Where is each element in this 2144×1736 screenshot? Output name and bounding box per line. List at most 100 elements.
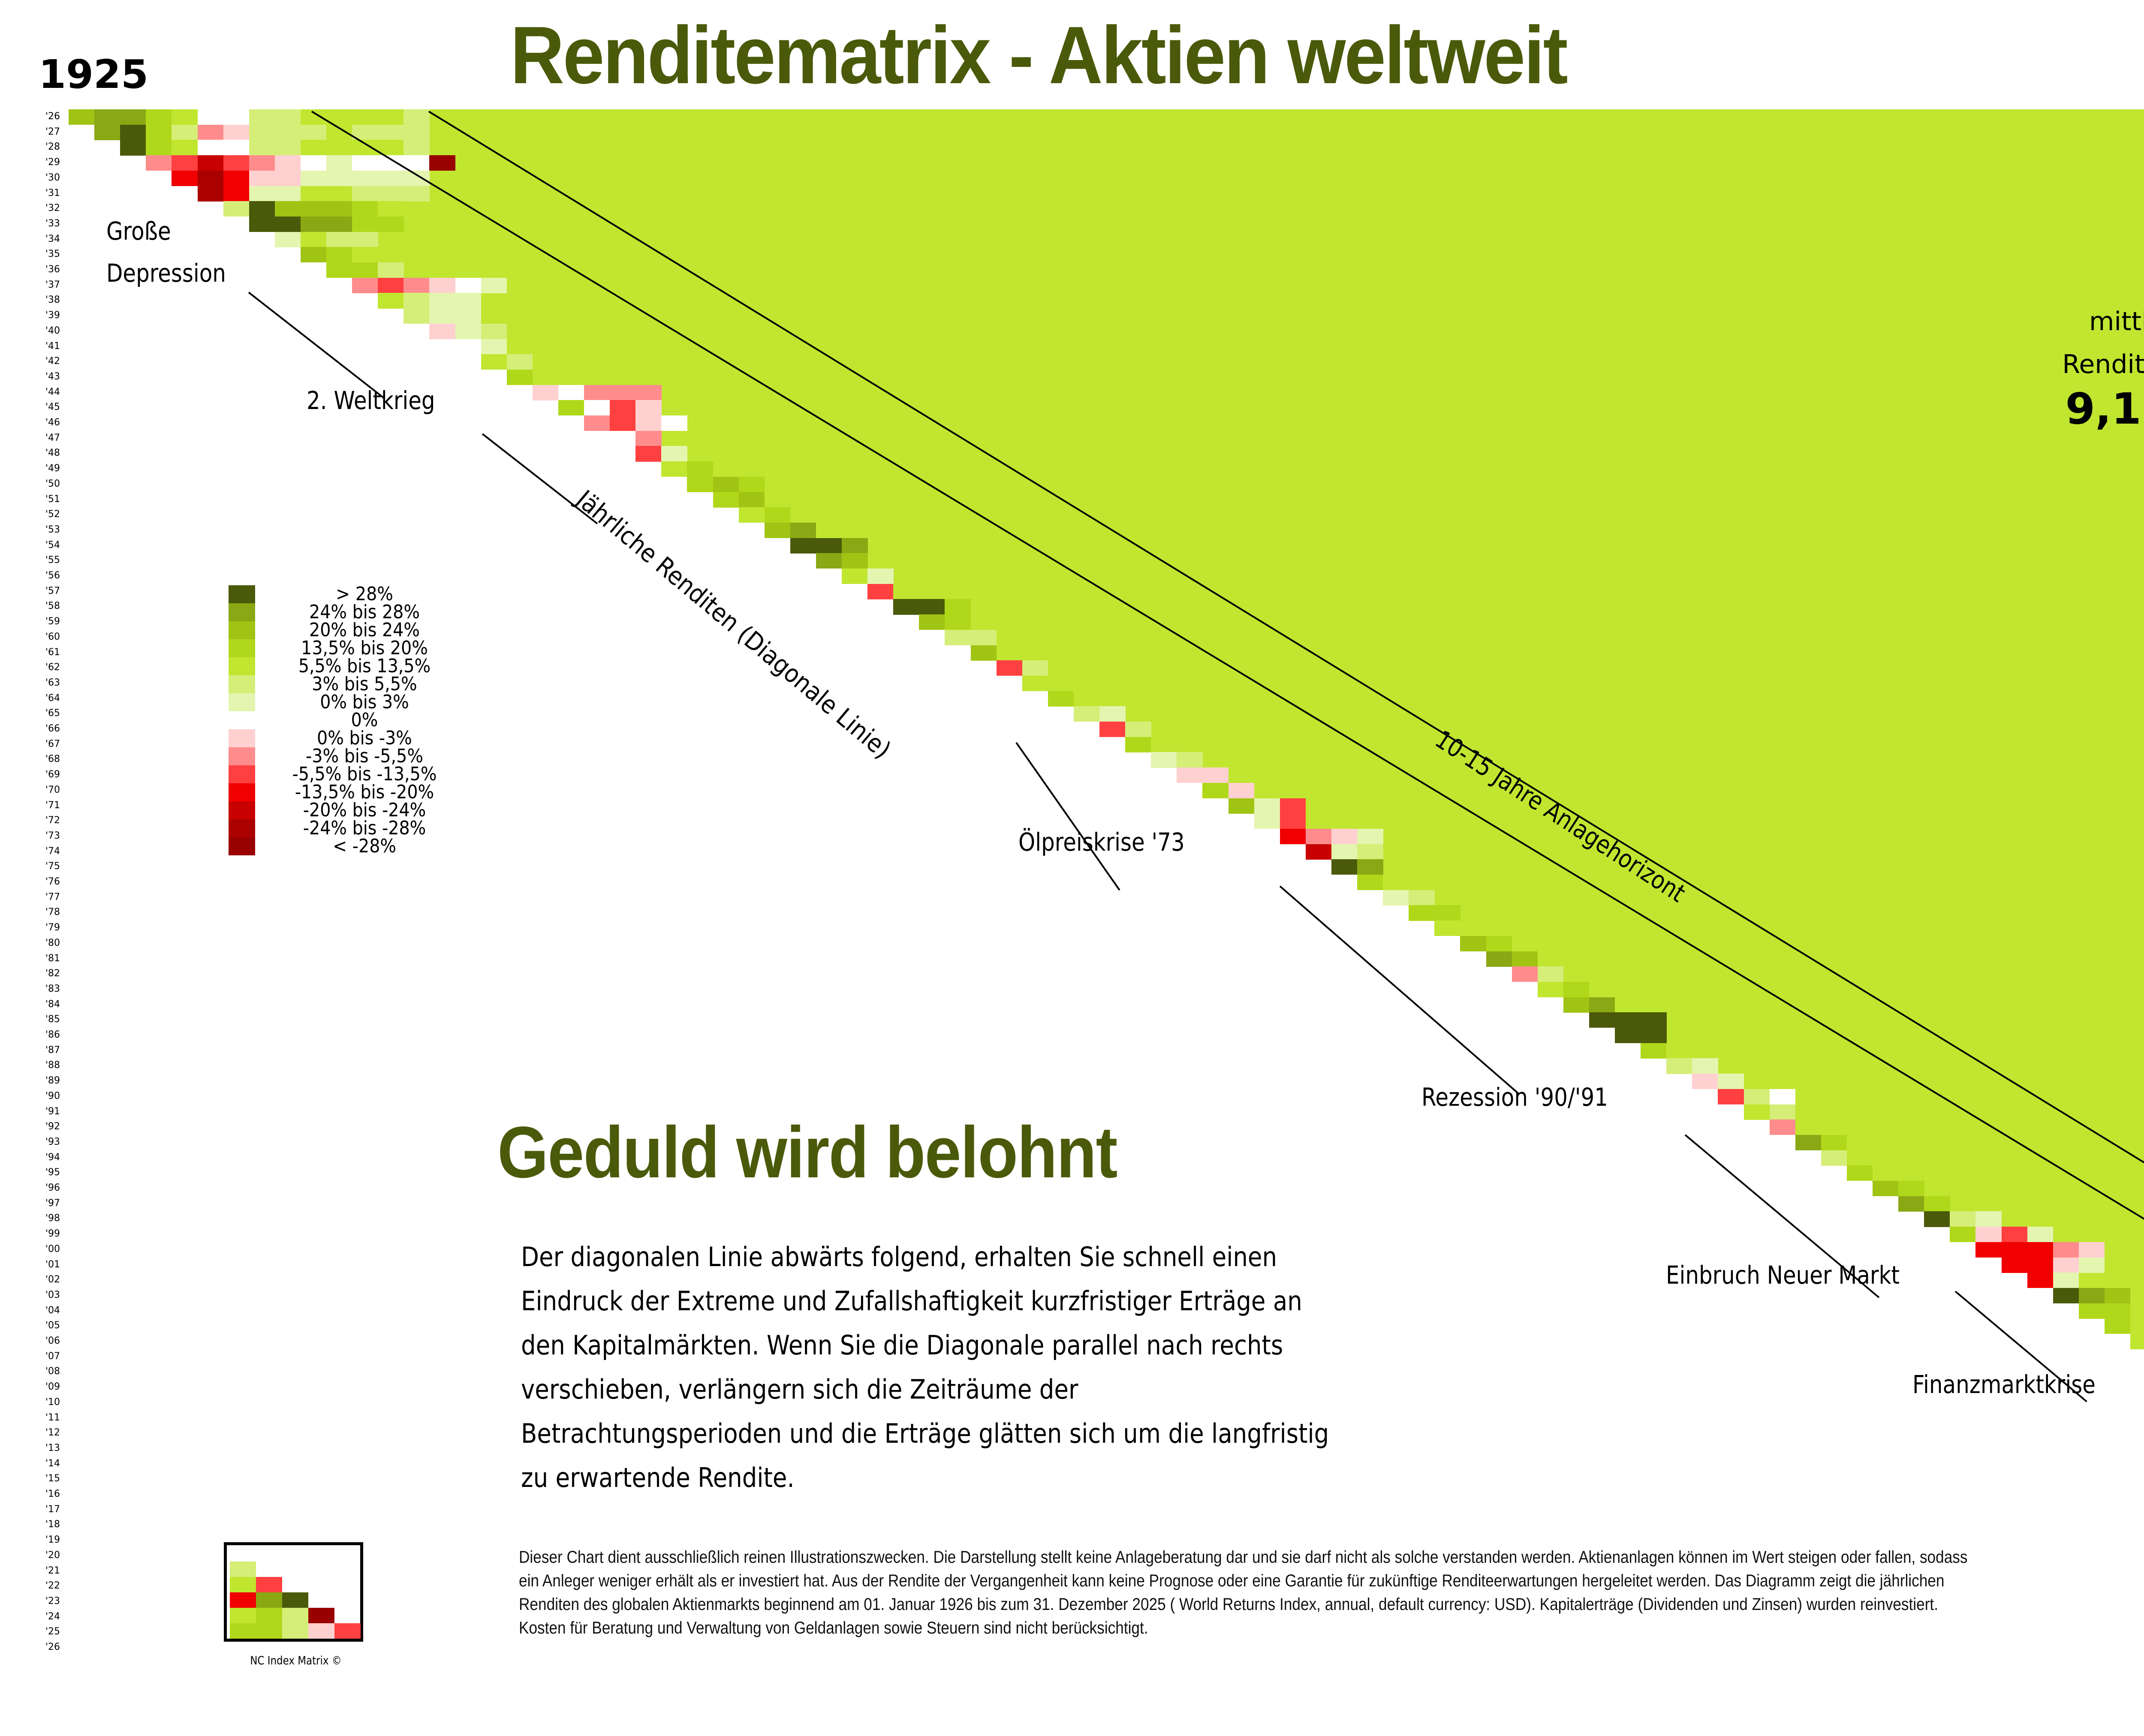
matrix-row bbox=[1486, 951, 2144, 967]
matrix-cell bbox=[2001, 1242, 2028, 1258]
matrix-cell bbox=[404, 155, 430, 171]
matrix-cell bbox=[1744, 1104, 1770, 1120]
matrix-cell bbox=[249, 140, 275, 156]
matrix-row bbox=[404, 308, 2144, 324]
row-year-label: '06 bbox=[45, 1336, 60, 1346]
matrix-cell bbox=[94, 109, 120, 125]
matrix-cell bbox=[945, 629, 971, 645]
matrix-row bbox=[1254, 813, 2144, 829]
row-year-label: '21 bbox=[45, 1565, 60, 1576]
matrix-cell bbox=[300, 216, 327, 232]
legend-swatch bbox=[229, 819, 255, 837]
matrix-row bbox=[1280, 828, 2144, 845]
matrix-cell bbox=[2053, 1242, 2079, 1258]
matrix-row bbox=[584, 415, 2144, 431]
row-year-label: '10 bbox=[45, 1396, 60, 1408]
row-year-label: '66 bbox=[45, 723, 60, 734]
matrix-row bbox=[970, 645, 2144, 661]
matrix-cell bbox=[661, 415, 687, 431]
matrix-cell bbox=[532, 369, 559, 385]
matrix-row bbox=[661, 461, 2144, 477]
matrix-cell bbox=[2078, 1257, 2105, 1273]
matrix-cell bbox=[378, 170, 404, 186]
legend-label: 24% bis 28% bbox=[309, 601, 420, 623]
row-year-label: '02 bbox=[45, 1274, 60, 1285]
row-year-label: '80 bbox=[45, 937, 60, 948]
matrix-row bbox=[1202, 782, 2144, 798]
matrix-row bbox=[1460, 936, 2144, 951]
matrix-cell bbox=[146, 109, 172, 125]
matrix-cell bbox=[1846, 1165, 1873, 1181]
matrix-row bbox=[842, 569, 2144, 584]
matrix-cell bbox=[764, 522, 791, 539]
legend-swatch bbox=[229, 639, 255, 657]
matrix-cell bbox=[919, 599, 945, 615]
matrix-cell bbox=[455, 308, 482, 324]
matrix-row bbox=[94, 124, 2144, 140]
matrix-row bbox=[1177, 767, 2144, 783]
legend-label: 5,5% bis 13,5% bbox=[298, 655, 431, 677]
matrix-cell bbox=[1692, 1058, 1718, 1074]
annotation-grosse-depression: Große Depression bbox=[106, 217, 226, 288]
matrix-cell bbox=[223, 124, 250, 140]
matrix-cell bbox=[1280, 798, 1306, 814]
matrix-row bbox=[1666, 1058, 2144, 1074]
matrix-cell bbox=[274, 186, 301, 202]
matrix-cell bbox=[1666, 1058, 1692, 1074]
row-year-label: '73 bbox=[45, 830, 60, 841]
row-year-label: '98 bbox=[45, 1213, 60, 1224]
matrix-cell bbox=[1409, 890, 1435, 906]
matrix-row bbox=[790, 538, 2144, 554]
row-year-label: '68 bbox=[45, 754, 60, 765]
matrix-cell bbox=[300, 232, 327, 247]
matrix-cell bbox=[1795, 1119, 1822, 1135]
matrix-row bbox=[738, 507, 2144, 523]
matrix-cell bbox=[326, 140, 352, 156]
matrix-row bbox=[1099, 722, 2144, 737]
matrix-cell bbox=[378, 186, 404, 202]
matrix-row bbox=[1615, 1028, 2144, 1044]
matrix-cell bbox=[352, 186, 378, 202]
matrix-cell bbox=[1177, 767, 1203, 783]
matrix-cell bbox=[1357, 844, 1383, 860]
matrix-cell bbox=[558, 400, 584, 416]
matrix-cell bbox=[352, 140, 378, 156]
matrix-cell bbox=[2053, 1288, 2079, 1304]
matrix-cell bbox=[146, 140, 172, 156]
matrix-cell bbox=[2078, 1303, 2105, 1319]
matrix-row bbox=[919, 614, 2144, 630]
matrix-cell bbox=[172, 170, 198, 186]
matrix-cell bbox=[1357, 828, 1383, 845]
matrix-cell bbox=[1718, 1074, 1744, 1089]
matrix-cell bbox=[223, 170, 250, 186]
matrix-row bbox=[1305, 844, 2144, 860]
matrix-cell bbox=[558, 385, 584, 400]
page-title: Renditematrix - Aktien weltweit bbox=[510, 10, 1568, 101]
row-year-label: '77 bbox=[45, 891, 60, 903]
row-year-label: '76 bbox=[45, 876, 60, 887]
row-year-label: '50 bbox=[45, 478, 60, 489]
row-year-label: '16 bbox=[45, 1489, 60, 1499]
row-year-label: '83 bbox=[45, 983, 60, 994]
matrix-cell bbox=[1563, 981, 1590, 998]
matrix-cell bbox=[1744, 1089, 1770, 1104]
matrix-cell bbox=[404, 109, 430, 125]
matrix-cell bbox=[300, 124, 327, 140]
matrix-cell bbox=[378, 155, 404, 171]
row-year-label: '70 bbox=[45, 784, 60, 795]
matrix-row bbox=[610, 430, 2144, 446]
row-year-label: '25 bbox=[45, 1626, 60, 1637]
matrix-cell bbox=[1821, 1134, 1847, 1151]
matrix-cell bbox=[455, 293, 482, 309]
mean-return-value: 9,13% bbox=[2065, 384, 2144, 434]
row-year-label: '40 bbox=[45, 325, 60, 336]
matrix-cell bbox=[455, 277, 482, 293]
matrix-row bbox=[532, 385, 2144, 400]
matrix-cell bbox=[352, 262, 378, 278]
matrix-cell bbox=[300, 247, 327, 263]
legend-swatch bbox=[229, 801, 255, 819]
matrix-cell bbox=[1331, 859, 1358, 875]
row-year-label: '29 bbox=[45, 157, 60, 168]
matrix-cell bbox=[2053, 1257, 2079, 1273]
